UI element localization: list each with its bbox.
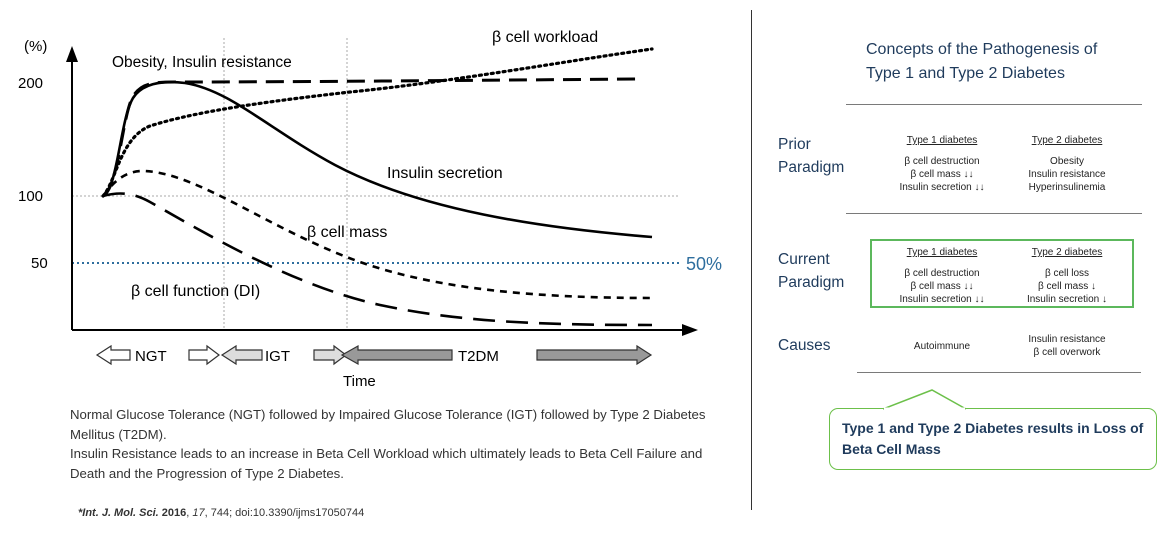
stage-label-t2dm: T2DM [458, 348, 499, 365]
caption-line-1: Normal Glucose Tolerance (NGT) followed … [70, 407, 706, 442]
igt-arrow-right [220, 344, 263, 366]
current-type2-line: β cell loss [1044, 268, 1090, 279]
prior-type2-line: Obesity [1050, 156, 1084, 167]
causes-type2-line-1: Insulin resistance [1028, 334, 1106, 345]
prior-type2-head: Type 2 diabetes [1031, 135, 1103, 146]
series-beta-cell-workload [101, 47, 654, 198]
causes-label: Causes [778, 337, 831, 354]
ngt-arrow [95, 344, 131, 366]
divider-line [846, 104, 1142, 105]
series-label: β cell workload [492, 29, 598, 46]
series-beta-cell-mass [101, 169, 653, 300]
figure-caption: Normal Glucose Tolerance (NGT) followed … [70, 405, 730, 483]
causes-type2-line-2: β cell overwork [1033, 347, 1101, 358]
stage-label-igt: IGT [265, 348, 290, 365]
current-type1-line: Insulin secretion ↓↓ [899, 294, 985, 305]
panel-title: Concepts of the Pathogenesis of Type 1 a… [866, 38, 1146, 86]
beta-cell-chart: (%) 200 100 50 50% Time Obesity, Insulin… [18, 29, 722, 390]
current-paradigm-label: Current Paradigm [778, 248, 844, 294]
citation-volume: 17 [192, 507, 205, 519]
y-axis-arrowhead [66, 46, 78, 62]
current-label-line-1: Current [778, 251, 830, 268]
divider-line [857, 372, 1141, 373]
y-tick-label: 100 [18, 188, 43, 205]
series-label: Obesity, Insulin resistance [112, 54, 292, 71]
current-paradigm-highlight [870, 239, 1134, 308]
current-type2-column: Type 2 diabetes β cell loss β cell mass … [1007, 246, 1127, 306]
citation-rest: , 744; doi:10.3390/ijms17050744 [204, 507, 365, 519]
series-label: β cell mass [307, 224, 387, 241]
prior-type2-line: Hyperinsulinemia [1028, 182, 1106, 193]
causes-type2: Insulin resistance β cell overwork [1007, 333, 1127, 359]
prior-paradigm-label: Prior Paradigm [778, 133, 844, 179]
prior-type1-column: Type 1 diabetes β cell destruction β cel… [882, 134, 1002, 194]
panel-title-line-1: Concepts of the Pathogenesis of [866, 41, 1098, 58]
prior-type2-column: Type 2 diabetes Obesity Insulin resistan… [1007, 134, 1127, 194]
caption-line-2: Insulin Resistance leads to an increase … [70, 446, 703, 481]
t2dm-arrow-in [313, 344, 347, 366]
prior-label-line-2: Paradigm [778, 159, 845, 176]
current-type1-line: β cell destruction [904, 268, 980, 279]
series-insulin-secretion [102, 80, 653, 239]
y-tick-label: 200 [18, 75, 43, 92]
x-axis-arrowhead [682, 324, 698, 336]
series-obesity-insulin-resistance [102, 77, 643, 198]
causes-type1: Autoimmune [882, 340, 1002, 353]
prior-label-line-1: Prior [778, 136, 811, 153]
current-label-line-2: Paradigm [778, 274, 845, 291]
reference-line-label: 50% [686, 254, 722, 274]
t2dm-arrow-back [340, 344, 453, 366]
y-unit-label: (%) [24, 38, 47, 55]
igt-arrow-left [188, 344, 220, 366]
citation-year: 2016 [161, 507, 187, 519]
stage-label-ngt: NGT [135, 348, 167, 365]
conclusion-callout [829, 408, 1157, 470]
current-type2-line: Insulin secretion ↓ [1026, 294, 1108, 305]
prior-type1-head: Type 1 diabetes [906, 135, 978, 146]
series-label: Insulin secretion [387, 165, 503, 182]
citation: *Int. J. Mol. Sci. 2016, 17, 744; doi:10… [78, 507, 365, 519]
causes-type1-text: Autoimmune [913, 341, 971, 352]
y-tick-label: 50 [31, 255, 48, 272]
current-type1-head: Type 1 diabetes [906, 247, 978, 258]
prior-type1-line: β cell mass ↓↓ [910, 169, 974, 180]
conclusion-text: Type 1 and Type 2 Diabetes results in Lo… [842, 420, 1144, 457]
panel-divider [751, 10, 752, 510]
t2dm-arrow-forward [536, 344, 653, 366]
current-type2-line: β cell mass ↓ [1038, 281, 1096, 292]
prior-type1-line: β cell destruction [904, 156, 980, 167]
divider-line [846, 213, 1142, 214]
panel-title-line-2: Type 1 and Type 2 Diabetes [866, 65, 1065, 82]
x-axis-label: Time [343, 373, 376, 390]
current-type1-column: Type 1 diabetes β cell destruction β cel… [882, 246, 1002, 306]
citation-journal: *Int. J. Mol. Sci. [78, 507, 159, 519]
prior-type2-line: Insulin resistance [1028, 169, 1106, 180]
prior-type1-line: Insulin secretion ↓↓ [899, 182, 985, 193]
series-label: β cell function (DI) [131, 283, 260, 300]
current-type1-line: β cell mass ↓↓ [910, 281, 974, 292]
current-type2-head: Type 2 diabetes [1031, 247, 1103, 258]
series-beta-cell-function [102, 192, 653, 327]
